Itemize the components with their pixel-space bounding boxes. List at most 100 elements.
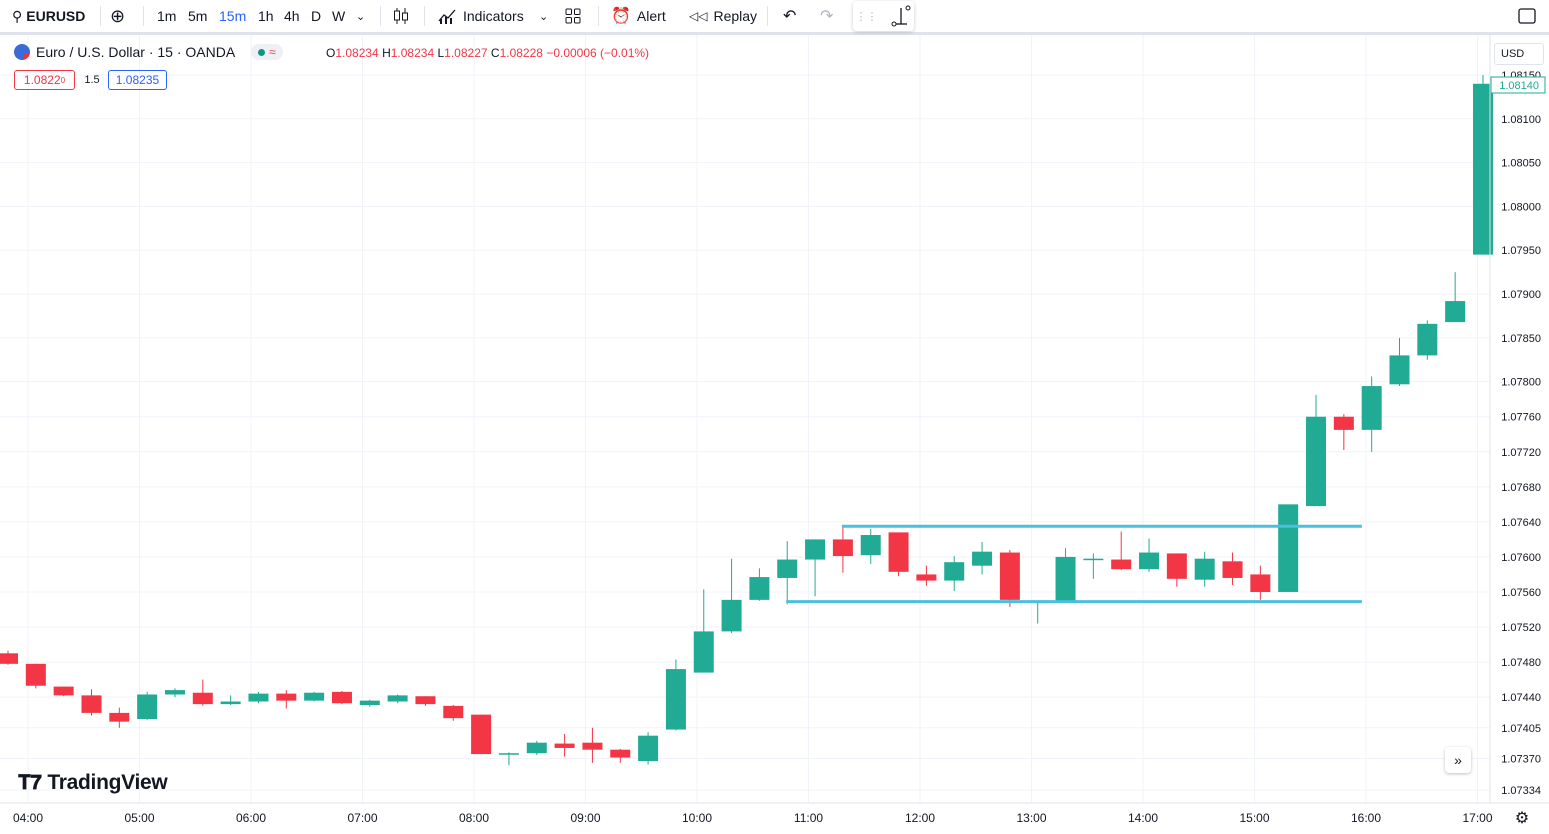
candle — [220, 695, 241, 706]
divider — [100, 6, 101, 26]
candle — [1194, 551, 1215, 587]
candle — [1389, 337, 1410, 387]
indicators-dropdown[interactable]: ⌄ — [539, 0, 548, 32]
candle-body — [53, 686, 74, 696]
grid-layout-icon — [565, 8, 581, 24]
time-tick-label: 11:00 — [794, 811, 823, 825]
candle-body — [526, 742, 547, 754]
timeframe-d[interactable]: D — [311, 8, 322, 24]
divider — [767, 6, 768, 26]
candle — [53, 686, 74, 697]
layout-button[interactable] — [565, 0, 581, 32]
candle — [248, 691, 269, 704]
divider — [598, 6, 599, 26]
range-lines[interactable] — [786, 524, 1362, 604]
candle-body — [304, 692, 325, 701]
fullscreen-button[interactable] — [1518, 0, 1536, 32]
currency-selector[interactable]: USD — [1494, 43, 1544, 65]
last-price-text: 1.08140 — [1499, 80, 1539, 92]
candle — [359, 699, 380, 707]
candle-body — [665, 669, 686, 730]
tradingview-logo: 𝐓𝟕 TradingView — [18, 771, 168, 795]
candle-body — [1278, 504, 1299, 592]
candle-body — [498, 753, 519, 755]
timeframe-w[interactable]: W — [332, 8, 346, 24]
candle-body — [109, 712, 130, 722]
rewind-icon: ◁◁ — [689, 9, 708, 23]
timeframe-5m[interactable]: 5m — [188, 8, 208, 24]
compare-button[interactable]: ⊕ — [110, 0, 125, 32]
time-tick-label: 16:00 — [1351, 811, 1381, 825]
drawing-tool-widget[interactable]: ⋮⋮ — [853, 1, 914, 31]
chart-settings-button[interactable]: ⚙ — [1513, 809, 1531, 827]
candle — [749, 568, 770, 601]
time-tick-label: 15:00 — [1239, 811, 1269, 825]
candle — [25, 663, 46, 689]
market-status-badge[interactable]: ≈ — [251, 44, 283, 60]
spread-value: 1.5 — [84, 74, 100, 86]
sell-button[interactable]: 1.0822 0 — [14, 70, 75, 90]
symbol-title: Euro / U.S. Dollar · 15 · OANDA — [36, 44, 236, 60]
indicators-button[interactable]: Indicators — [438, 0, 524, 32]
buy-button[interactable]: 1.08235 — [108, 70, 167, 90]
gear-icon: ⚙ — [1514, 810, 1530, 827]
timeframe-4h[interactable]: 4h — [284, 8, 300, 24]
alarm-clock-icon: ⏰ — [611, 8, 631, 25]
time-tick-label: 10:00 — [682, 811, 712, 825]
candle — [693, 589, 714, 673]
candle-body — [972, 551, 993, 566]
price-chart[interactable]: 1.081501.081001.080501.080001.079501.079… — [0, 35, 1549, 834]
timeframe-15m[interactable]: 15m — [219, 8, 247, 24]
alert-button[interactable]: ⏰ Alert — [611, 0, 666, 32]
candle — [999, 549, 1020, 607]
candle-body — [1472, 83, 1493, 255]
price-tick-label: 1.07520 — [1501, 622, 1541, 634]
price-tick-label: 1.07405 — [1501, 723, 1541, 735]
timeframe-1m[interactable]: 1m — [157, 8, 177, 24]
candle-body — [1139, 552, 1160, 570]
redo-button[interactable]: ↷ — [820, 0, 833, 32]
indicators-label: Indicators — [463, 8, 524, 24]
time-axis[interactable]: 04:00 05:00 06:00 07:00 08:00 09:00 10:00 11:00… — [13, 811, 1493, 825]
price-tick-label: 1.08050 — [1501, 158, 1541, 170]
price-axis[interactable]: 1.081501.081001.080501.080001.079501.079… — [1501, 70, 1541, 797]
price-tick-label: 1.07760 — [1501, 412, 1541, 424]
timeframe-dropdown[interactable]: ⌄ — [356, 0, 365, 32]
candle-body — [916, 574, 937, 581]
symbol-search[interactable]: ⚲ EURUSD — [12, 0, 85, 32]
candle-body — [1306, 416, 1327, 507]
scroll-to-realtime-button[interactable]: » — [1445, 747, 1471, 773]
candle-body — [1333, 416, 1354, 430]
candle — [526, 740, 547, 755]
timeframe-1h[interactable]: 1h — [258, 8, 274, 24]
undo-button[interactable]: ↶ — [783, 0, 796, 32]
candle-body — [999, 552, 1020, 600]
candle-body — [387, 695, 408, 702]
candle-body — [220, 701, 241, 705]
chevron-down-icon: ⌄ — [356, 10, 366, 23]
candle — [1472, 75, 1493, 255]
redo-icon: ↷ — [820, 8, 834, 25]
candle — [1166, 553, 1187, 587]
candle — [109, 707, 130, 728]
candle-body — [1250, 574, 1271, 592]
candle — [1222, 552, 1243, 585]
symbol-legend[interactable]: Euro / U.S. Dollar · 15 · OANDA ≈ — [14, 44, 283, 60]
data-badge-icon: ≈ — [269, 45, 276, 59]
plus-circle-icon: ⊕ — [110, 5, 126, 26]
candle-body — [554, 743, 575, 748]
indicators-icon — [438, 9, 456, 24]
time-tick-label: 04:00 — [13, 811, 43, 825]
ohlc-values: O1.08234 H1.08234 L1.08227 C1.08228 −0.0… — [326, 46, 649, 60]
chevron-down-icon: ⌄ — [539, 10, 549, 23]
candle-body — [415, 696, 436, 705]
replay-button[interactable]: ◁◁ Replay — [689, 0, 757, 32]
eur-usd-flag-icon — [14, 44, 30, 60]
double-chevron-right-icon: » — [1454, 752, 1462, 768]
candle-body — [164, 690, 185, 695]
tradingview-logo-icon: 𝐓𝟕 — [18, 771, 42, 794]
price-tick-label: 1.07640 — [1501, 517, 1541, 529]
time-tick-label: 13:00 — [1016, 811, 1046, 825]
divider — [143, 6, 144, 26]
chart-type-button[interactable] — [393, 0, 409, 32]
